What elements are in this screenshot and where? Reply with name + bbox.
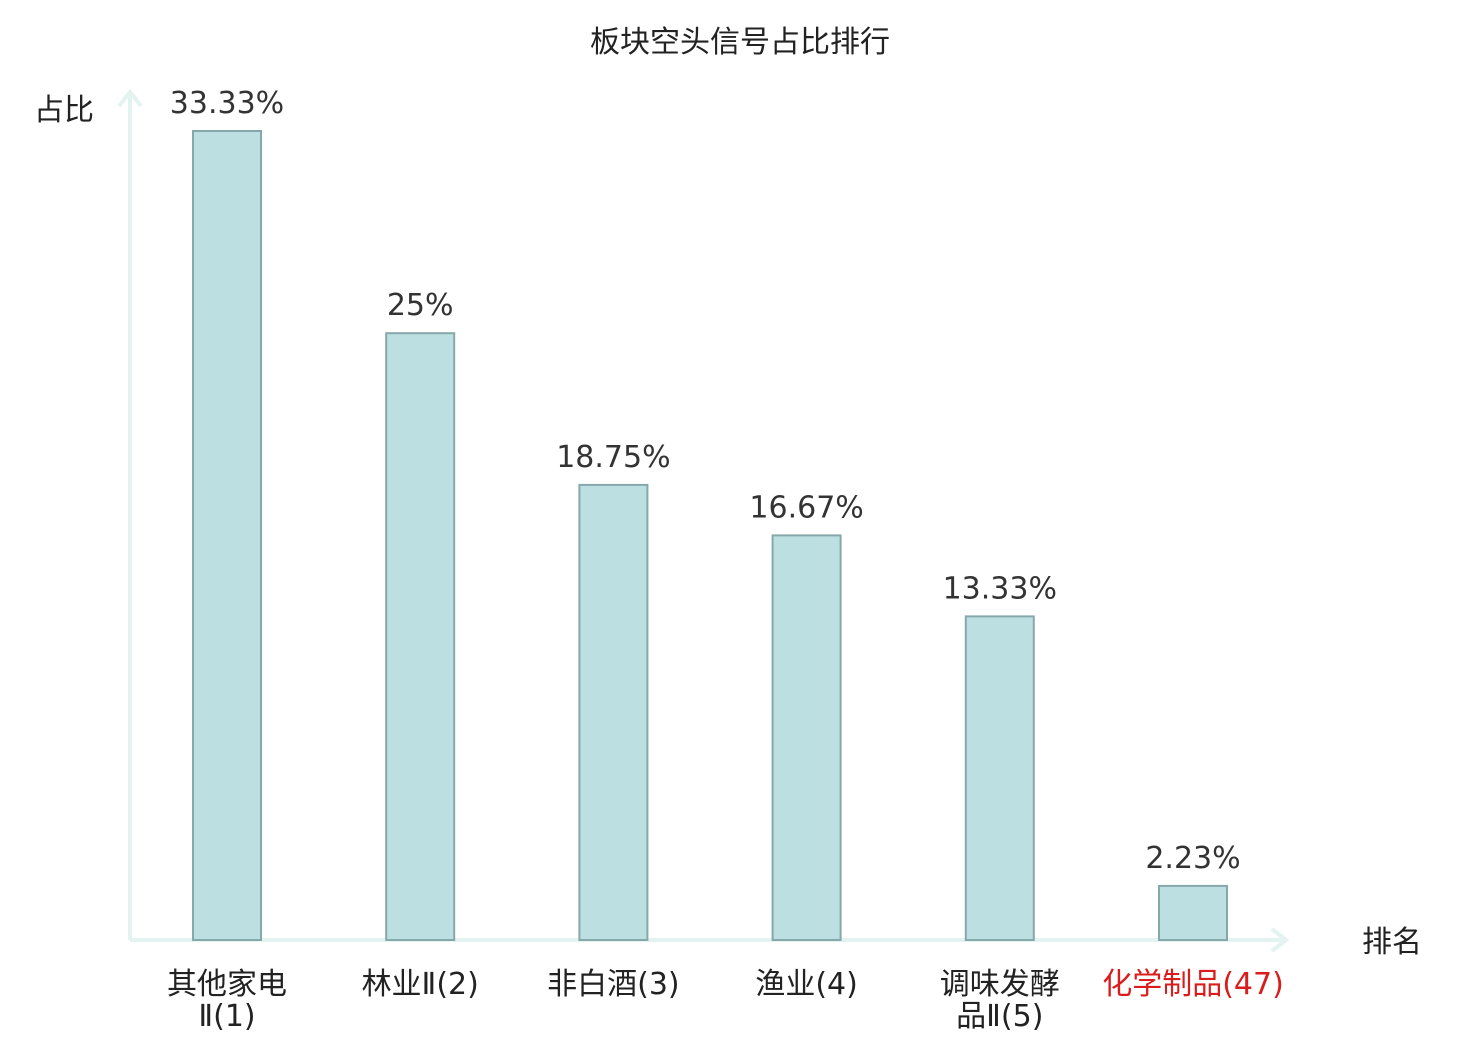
y-axis-label: 占比 [34, 93, 94, 128]
bar-value-label: 33.33% [170, 86, 284, 121]
y-axis-arrow-icon [117, 88, 143, 108]
x-axis-label: 排名 [1362, 925, 1422, 960]
bar [771, 534, 842, 942]
value-labels-group: 33.33% 25% 18.75% 16.67% 13.33% 2.23% [170, 86, 1241, 876]
x-tick-label: 非白酒(3) [547, 967, 680, 1002]
bar [192, 130, 262, 941]
category-labels-group: 其他家电 Ⅱ(1) 林业Ⅱ(2) 非白酒(3) 渔业(4) 调味发酵品Ⅱ(5) 化学制品(4… [167, 967, 1284, 1034]
x-axis-arrow-icon [1270, 927, 1290, 953]
x-tick-label: 调味发酵品Ⅱ(5) [940, 967, 1060, 1034]
chart-title: 板块空头信号占比排行 [590, 25, 890, 60]
bar [1158, 884, 1228, 942]
x-tick-label: 林业Ⅱ(2) [362, 967, 479, 1002]
bar [964, 615, 1035, 942]
y-axis: 占比 [34, 88, 143, 940]
x-tick-label: 化学制品(47) [1102, 967, 1284, 1002]
bar-value-label: 18.75% [556, 440, 670, 475]
bar-value-label: 2.23% [1145, 841, 1240, 876]
bar-value-label: 13.33% [943, 571, 1057, 606]
x-tick-label: 其他家电 Ⅱ(1) [167, 967, 287, 1034]
bar [578, 483, 649, 941]
x-tick-label: 渔业(4) [755, 967, 858, 1002]
bar-value-label: 25% [387, 288, 454, 323]
bar-value-label: 16.67% [749, 490, 863, 525]
bar [385, 332, 456, 941]
bars-group [192, 130, 1228, 942]
x-axis: 排名 [130, 925, 1422, 960]
